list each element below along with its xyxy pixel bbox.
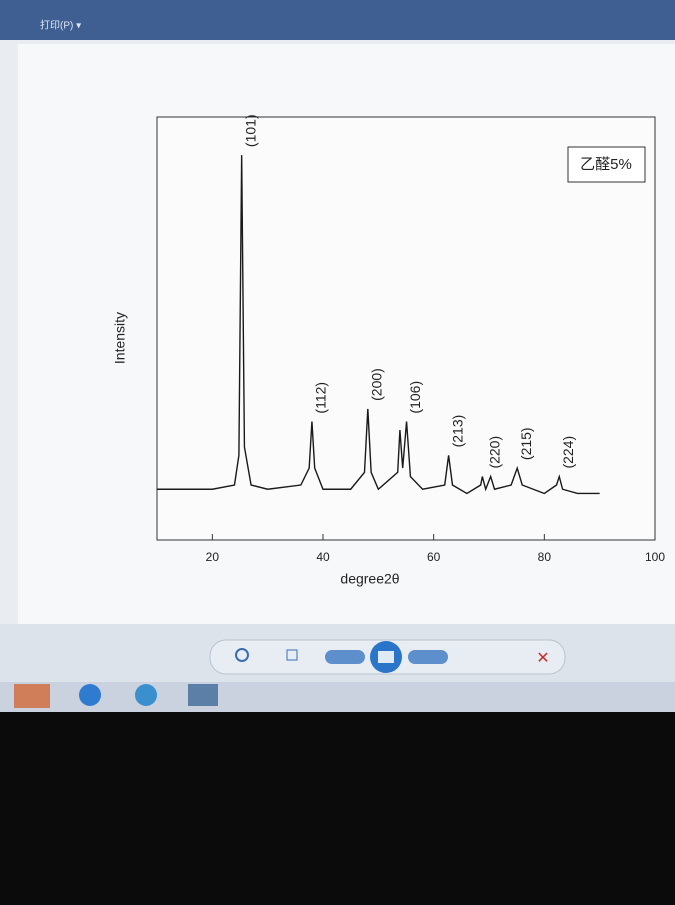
peak-label: (224) (560, 436, 576, 469)
peak-label: (213) (449, 415, 465, 448)
next-button[interactable] (408, 650, 448, 664)
menu-item[interactable]: 打印(P) ▾ (40, 19, 81, 32)
delete-button[interactable]: ✕ (536, 650, 549, 667)
taskbar-icon[interactable] (79, 684, 101, 706)
zoom-button[interactable] (235, 648, 249, 662)
menu-bar (0, 0, 675, 40)
x-axis-label: degree2θ (340, 571, 399, 587)
taskbar (0, 682, 675, 712)
peak-label: (215) (518, 427, 534, 460)
taskbar-icon[interactable] (14, 684, 50, 708)
peak-label: (112) (313, 382, 329, 414)
x-tick-label: 20 (206, 550, 220, 564)
y-axis-label: Intensity (112, 312, 128, 364)
line (157, 155, 600, 495)
x-tick-label: 40 (316, 550, 330, 564)
x-tick-label: 100 (645, 550, 665, 564)
peak-label: (220) (486, 436, 502, 469)
taskbar-icon[interactable] (135, 684, 157, 706)
prev-button[interactable] (325, 650, 365, 664)
peak-label: (101) (242, 114, 258, 147)
taskbar-icon[interactable] (188, 684, 218, 706)
fit-button[interactable] (286, 649, 298, 661)
legend-label: 乙醛5% (580, 156, 632, 173)
peak-label: (200) (369, 368, 385, 401)
x-tick-label: 80 (538, 550, 552, 564)
slideshow-icon (378, 651, 394, 663)
legend-box (567, 146, 646, 183)
chart: Intensity degree2θ 乙醛5% 20 40 60 80 100 (101)… (112, 114, 666, 586)
x-tick-label: 60 (427, 550, 441, 564)
peak-label: (106) (407, 381, 423, 414)
